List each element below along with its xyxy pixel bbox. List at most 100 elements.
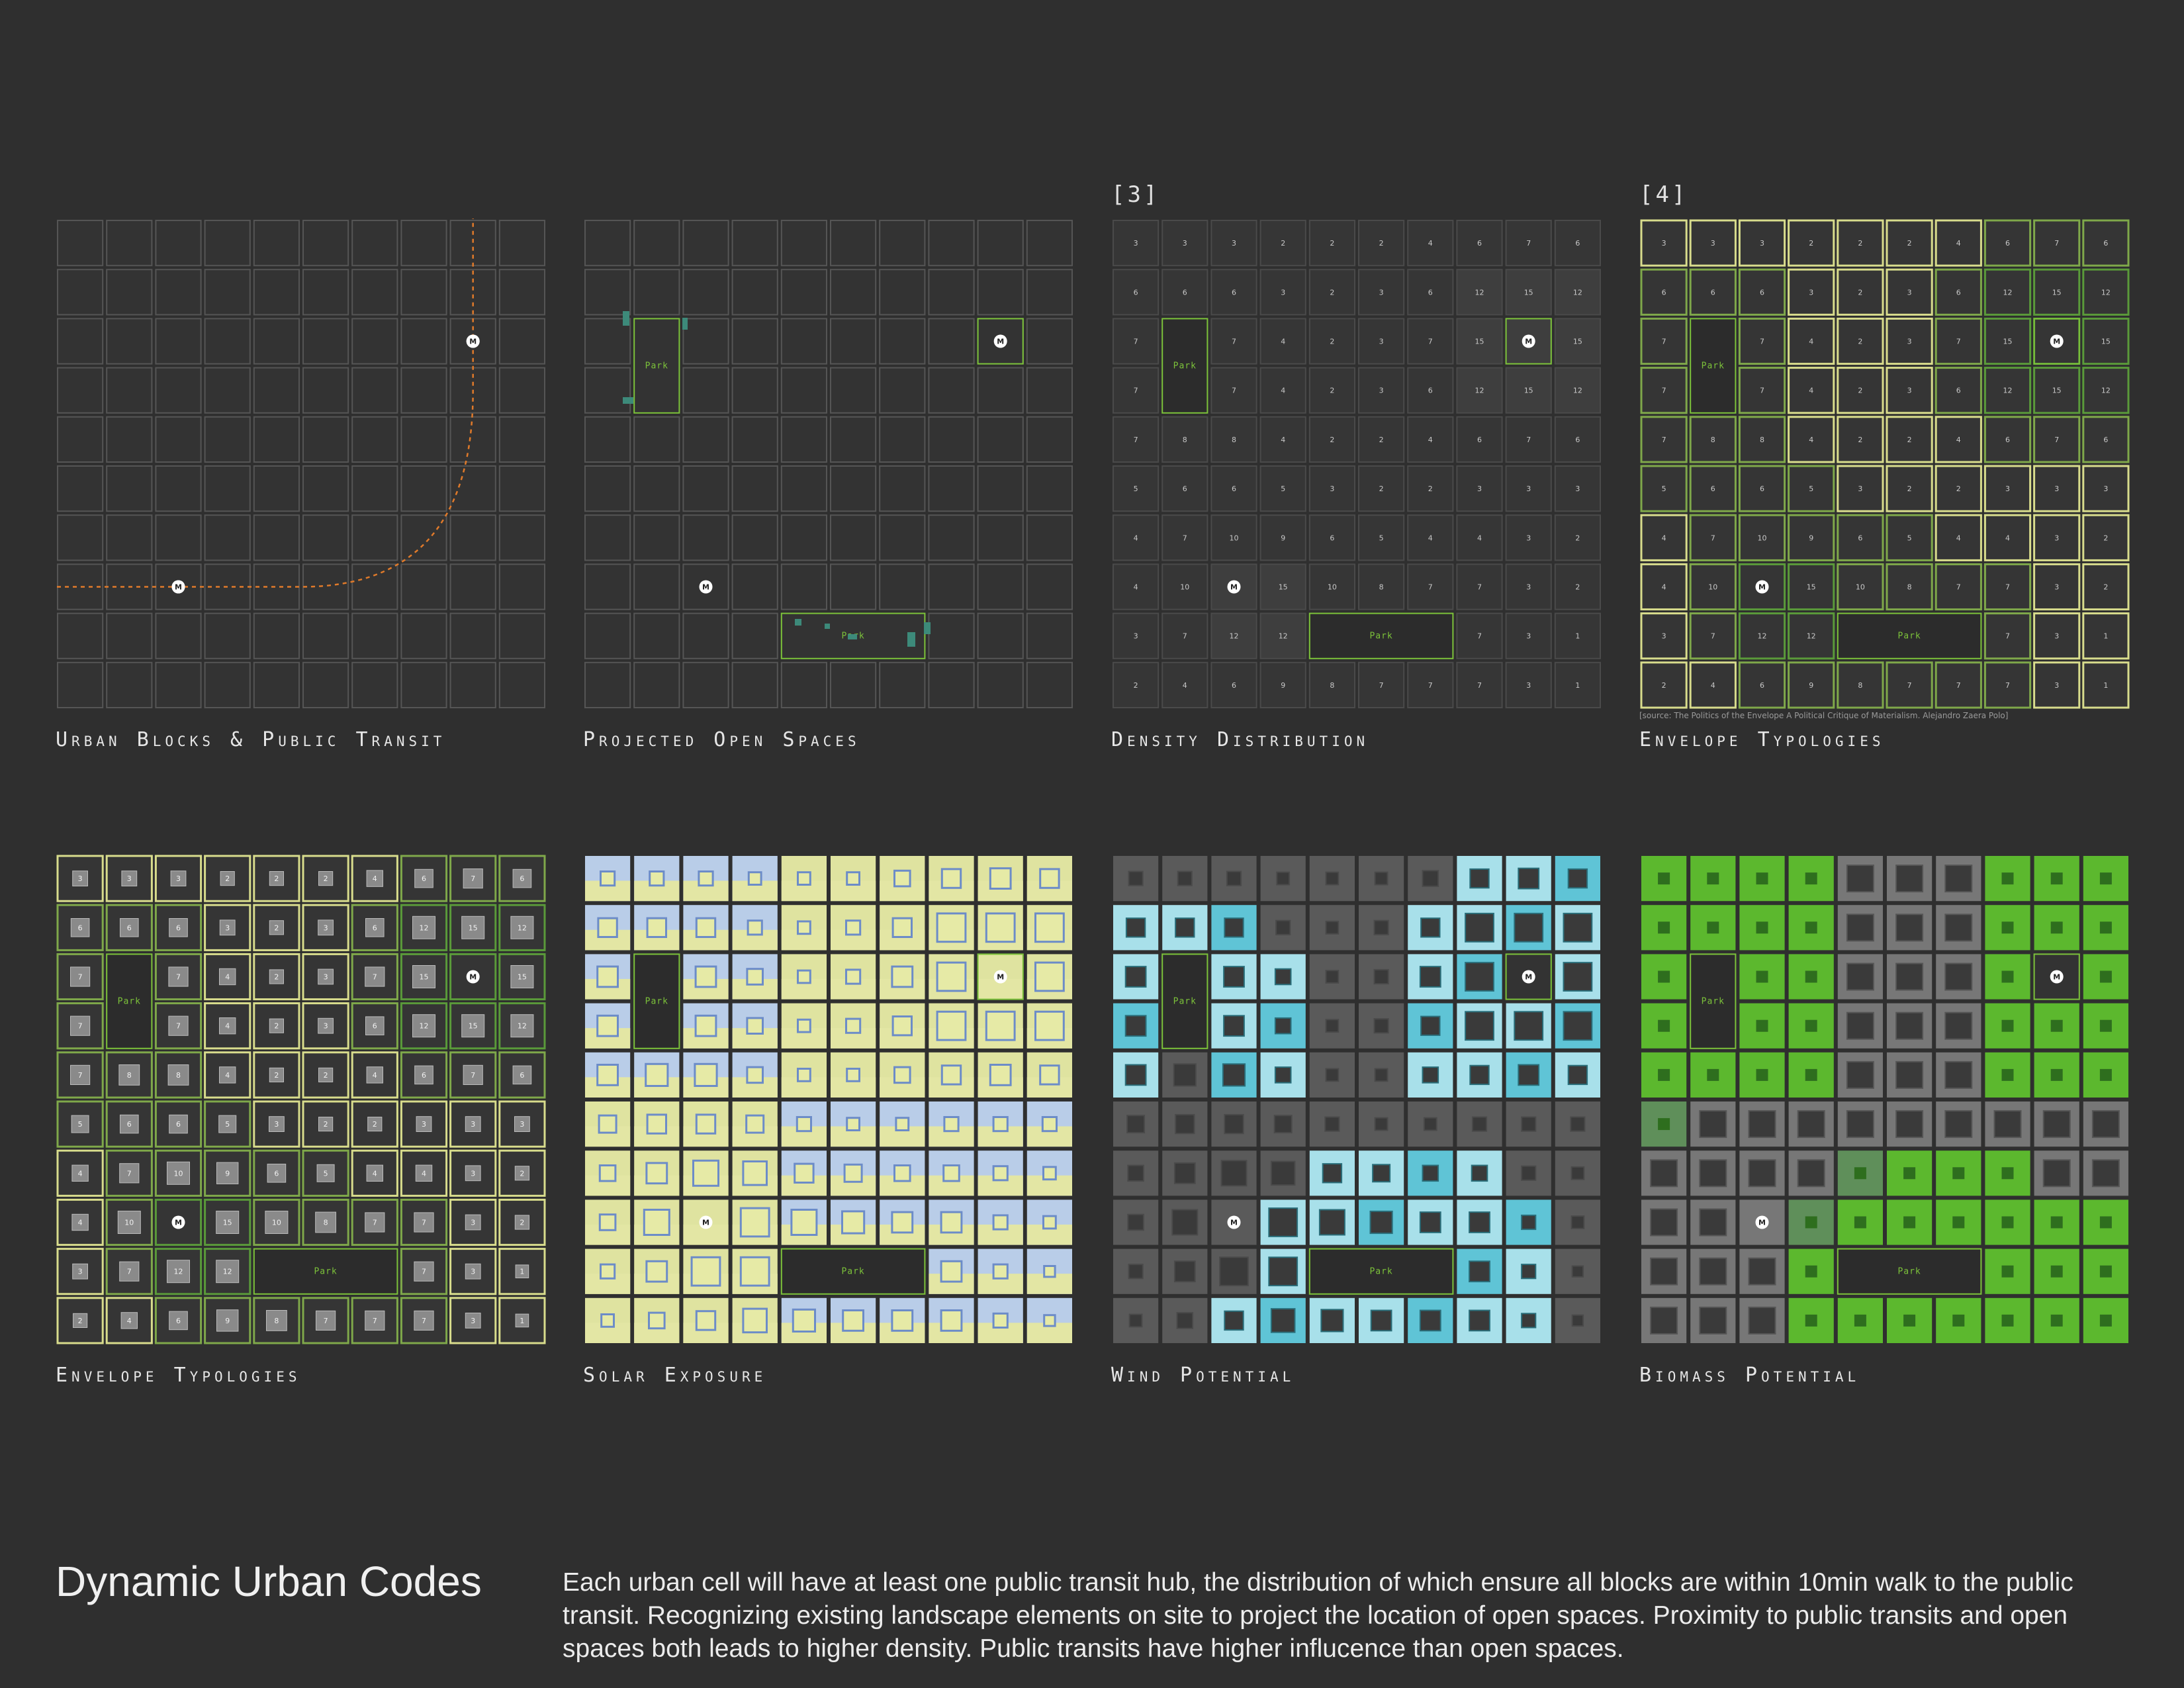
grid-cell <box>1026 269 1073 316</box>
density-value: 9 <box>1281 534 1285 542</box>
density-value: 6 <box>127 1120 132 1129</box>
grid-cell <box>1690 1102 1736 1147</box>
grid-cell: 6 <box>154 1100 203 1148</box>
grid-cell <box>831 1150 876 1196</box>
grid-cell <box>584 220 631 267</box>
grid-cell <box>634 905 680 951</box>
grid-cell: 3 <box>1308 465 1355 512</box>
grid-cell <box>1739 1003 1785 1049</box>
density-value: 3 <box>1526 485 1531 493</box>
grid-cell <box>1162 1297 1208 1343</box>
density-value: 7 <box>1956 681 1961 690</box>
metro-station-icon: M <box>466 334 480 348</box>
grid-cell <box>302 220 349 267</box>
grid-cell <box>830 563 877 610</box>
grid-cell <box>1788 1199 1834 1245</box>
metro-station-icon: M <box>2050 334 2064 348</box>
grid-cell: 2 <box>1308 269 1355 316</box>
grid-cell <box>929 1102 974 1147</box>
grid-cell <box>351 465 398 512</box>
grid-cell: 1 <box>2082 661 2130 709</box>
grid-cell: 7 <box>1640 367 1688 414</box>
density-value: 6 <box>373 923 377 932</box>
grid-cell <box>204 416 251 463</box>
grid-cell: 2 <box>1886 219 1933 267</box>
grid-cell <box>57 269 104 316</box>
grid-cell: 3 <box>1161 220 1208 267</box>
grid-cell: 6 <box>1934 268 1982 316</box>
grid-cell: 3 <box>2033 661 2081 709</box>
grid-cell <box>1211 954 1257 1000</box>
grid-cell: 5 <box>56 1100 104 1148</box>
grid-cell <box>830 318 877 365</box>
density-value: 7 <box>1477 632 1482 641</box>
grid-cell: 15 <box>1456 318 1503 365</box>
grid-cell: 2 <box>253 1051 300 1099</box>
svg-text:M: M <box>2053 338 2060 346</box>
grid-cell <box>1162 856 1208 902</box>
grid-cell: 6 <box>1738 465 1786 512</box>
grid-cell <box>449 612 496 659</box>
grid-cell <box>1408 1150 1453 1196</box>
grid-cell <box>634 1248 680 1294</box>
grid-cell: 7 <box>1640 416 1688 463</box>
grid-cell: 10 <box>1689 563 1737 611</box>
grid-cell: 3 <box>105 855 153 902</box>
density-value: 2 <box>1858 436 1862 444</box>
grid-cell <box>1457 1248 1502 1294</box>
density-value: 10 <box>1856 583 1865 592</box>
grid-cell <box>1739 1150 1785 1196</box>
grid-cell <box>683 1003 729 1049</box>
grid-cell <box>1690 1150 1736 1196</box>
grid-cell <box>1359 905 1404 951</box>
grid-cell: 9 <box>1259 661 1306 708</box>
grid-cell <box>732 1003 778 1049</box>
grid-cell <box>1739 1297 1785 1343</box>
grid-cell: 7 <box>1210 318 1257 365</box>
grid-cell <box>731 612 778 659</box>
density-value: 6 <box>1232 681 1236 690</box>
grid-cell <box>1309 1199 1355 1245</box>
grid-cell <box>155 367 202 414</box>
grid-cell <box>351 318 398 365</box>
grid-cell: 2 <box>1113 661 1160 708</box>
grid-cell <box>351 661 398 708</box>
grid-cell: 7 <box>2033 219 2081 267</box>
park-label: Park <box>118 997 141 1007</box>
density-value: 2 <box>1858 387 1862 395</box>
density-value: 6 <box>176 923 181 932</box>
grid-cell <box>928 514 975 561</box>
grid-cell <box>929 856 974 902</box>
grid-cell <box>1408 1102 1453 1147</box>
grid-cell: 3 <box>1113 220 1160 267</box>
grid-cell: 7 <box>1934 317 1982 365</box>
grid-cell: 3 <box>449 1297 497 1344</box>
grid-cell <box>2083 1003 2128 1049</box>
density-value: 7 <box>1526 436 1531 444</box>
density-value: 3 <box>1379 338 1384 346</box>
grid-cell: 4 <box>1259 367 1306 414</box>
grid-cell <box>880 856 925 902</box>
density-value: 7 <box>1956 338 1961 346</box>
density-value: 2 <box>1575 583 1580 592</box>
density-value: 3 <box>324 923 328 932</box>
density-value: 2 <box>1379 485 1384 493</box>
grid-cell <box>633 465 680 512</box>
grid-cell: 2 <box>1308 367 1355 414</box>
grid-cell <box>351 514 398 561</box>
grid-cell <box>2083 1052 2128 1098</box>
grid-cell <box>683 1199 729 1245</box>
density-value: 4 <box>1134 534 1138 542</box>
grid-cell <box>1408 1199 1453 1245</box>
grid-cell <box>830 514 877 561</box>
grid-cell <box>2083 905 2128 951</box>
grid-cell <box>683 856 729 902</box>
grid-cell <box>1309 954 1355 1000</box>
grid-cell <box>1690 1052 1736 1098</box>
grid-cell: 7 <box>1407 318 1454 365</box>
grid-cell: 3 <box>400 1100 448 1148</box>
grid-cell <box>2083 1199 2128 1245</box>
density-value: 4 <box>1809 338 1813 346</box>
grid-cell: 7 <box>1886 661 1933 709</box>
grid-cell <box>106 367 153 414</box>
